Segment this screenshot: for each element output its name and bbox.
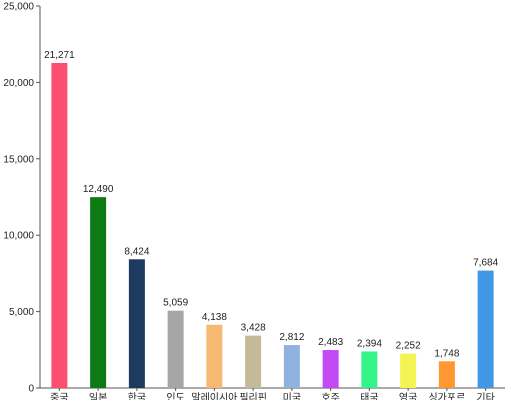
y-tick-label: 10,000 bbox=[3, 231, 34, 242]
bar-6 bbox=[283, 345, 300, 388]
x-tick-label: 기타 bbox=[476, 392, 494, 400]
x-tick-label: 중국 bbox=[50, 392, 68, 400]
x-tick-label: 말레이시아 bbox=[191, 392, 237, 400]
value-label: 4,138 bbox=[202, 312, 227, 323]
y-tick-label: 15,000 bbox=[3, 154, 34, 165]
value-label: 2,812 bbox=[279, 332, 304, 343]
bar-10 bbox=[438, 361, 455, 388]
bar-5 bbox=[245, 335, 262, 388]
value-label: 21,271 bbox=[44, 50, 75, 61]
value-label: 3,428 bbox=[241, 323, 266, 334]
x-tick-label: 태국 bbox=[360, 392, 378, 400]
value-label: 2,394 bbox=[357, 338, 382, 349]
value-label: 8,424 bbox=[124, 246, 149, 257]
value-label: 1,748 bbox=[434, 348, 459, 359]
x-tick-label: 한국 bbox=[128, 392, 146, 400]
y-tick-label: 0 bbox=[28, 384, 34, 395]
bar-1 bbox=[90, 197, 107, 388]
bar-0 bbox=[51, 62, 68, 388]
value-label: 2,483 bbox=[318, 337, 343, 348]
x-tick-label: 미국 bbox=[283, 392, 301, 400]
value-label: 7,684 bbox=[473, 258, 498, 269]
x-tick-label: 영국 bbox=[399, 392, 417, 400]
x-tick-label: 싱가포르 bbox=[428, 392, 465, 400]
bar-7 bbox=[322, 350, 339, 388]
y-tick-label: 25,000 bbox=[3, 2, 34, 13]
bar-2 bbox=[128, 259, 145, 388]
bar-3 bbox=[167, 310, 184, 388]
x-tick-label: 일본 bbox=[89, 392, 107, 400]
bar-9 bbox=[400, 353, 417, 388]
value-label: 12,490 bbox=[83, 184, 114, 195]
y-tick-label: 5,000 bbox=[9, 307, 34, 318]
value-label: 2,252 bbox=[396, 341, 421, 352]
x-tick-label: 호주 bbox=[321, 392, 339, 400]
value-label: 5,059 bbox=[163, 298, 188, 309]
bar-11 bbox=[477, 270, 494, 388]
bar-8 bbox=[361, 351, 378, 388]
x-tick-label: 필리핀 bbox=[239, 392, 267, 400]
y-tick-label: 20,000 bbox=[3, 78, 34, 89]
x-tick-label: 인도 bbox=[166, 392, 184, 400]
bar-4 bbox=[206, 324, 223, 388]
